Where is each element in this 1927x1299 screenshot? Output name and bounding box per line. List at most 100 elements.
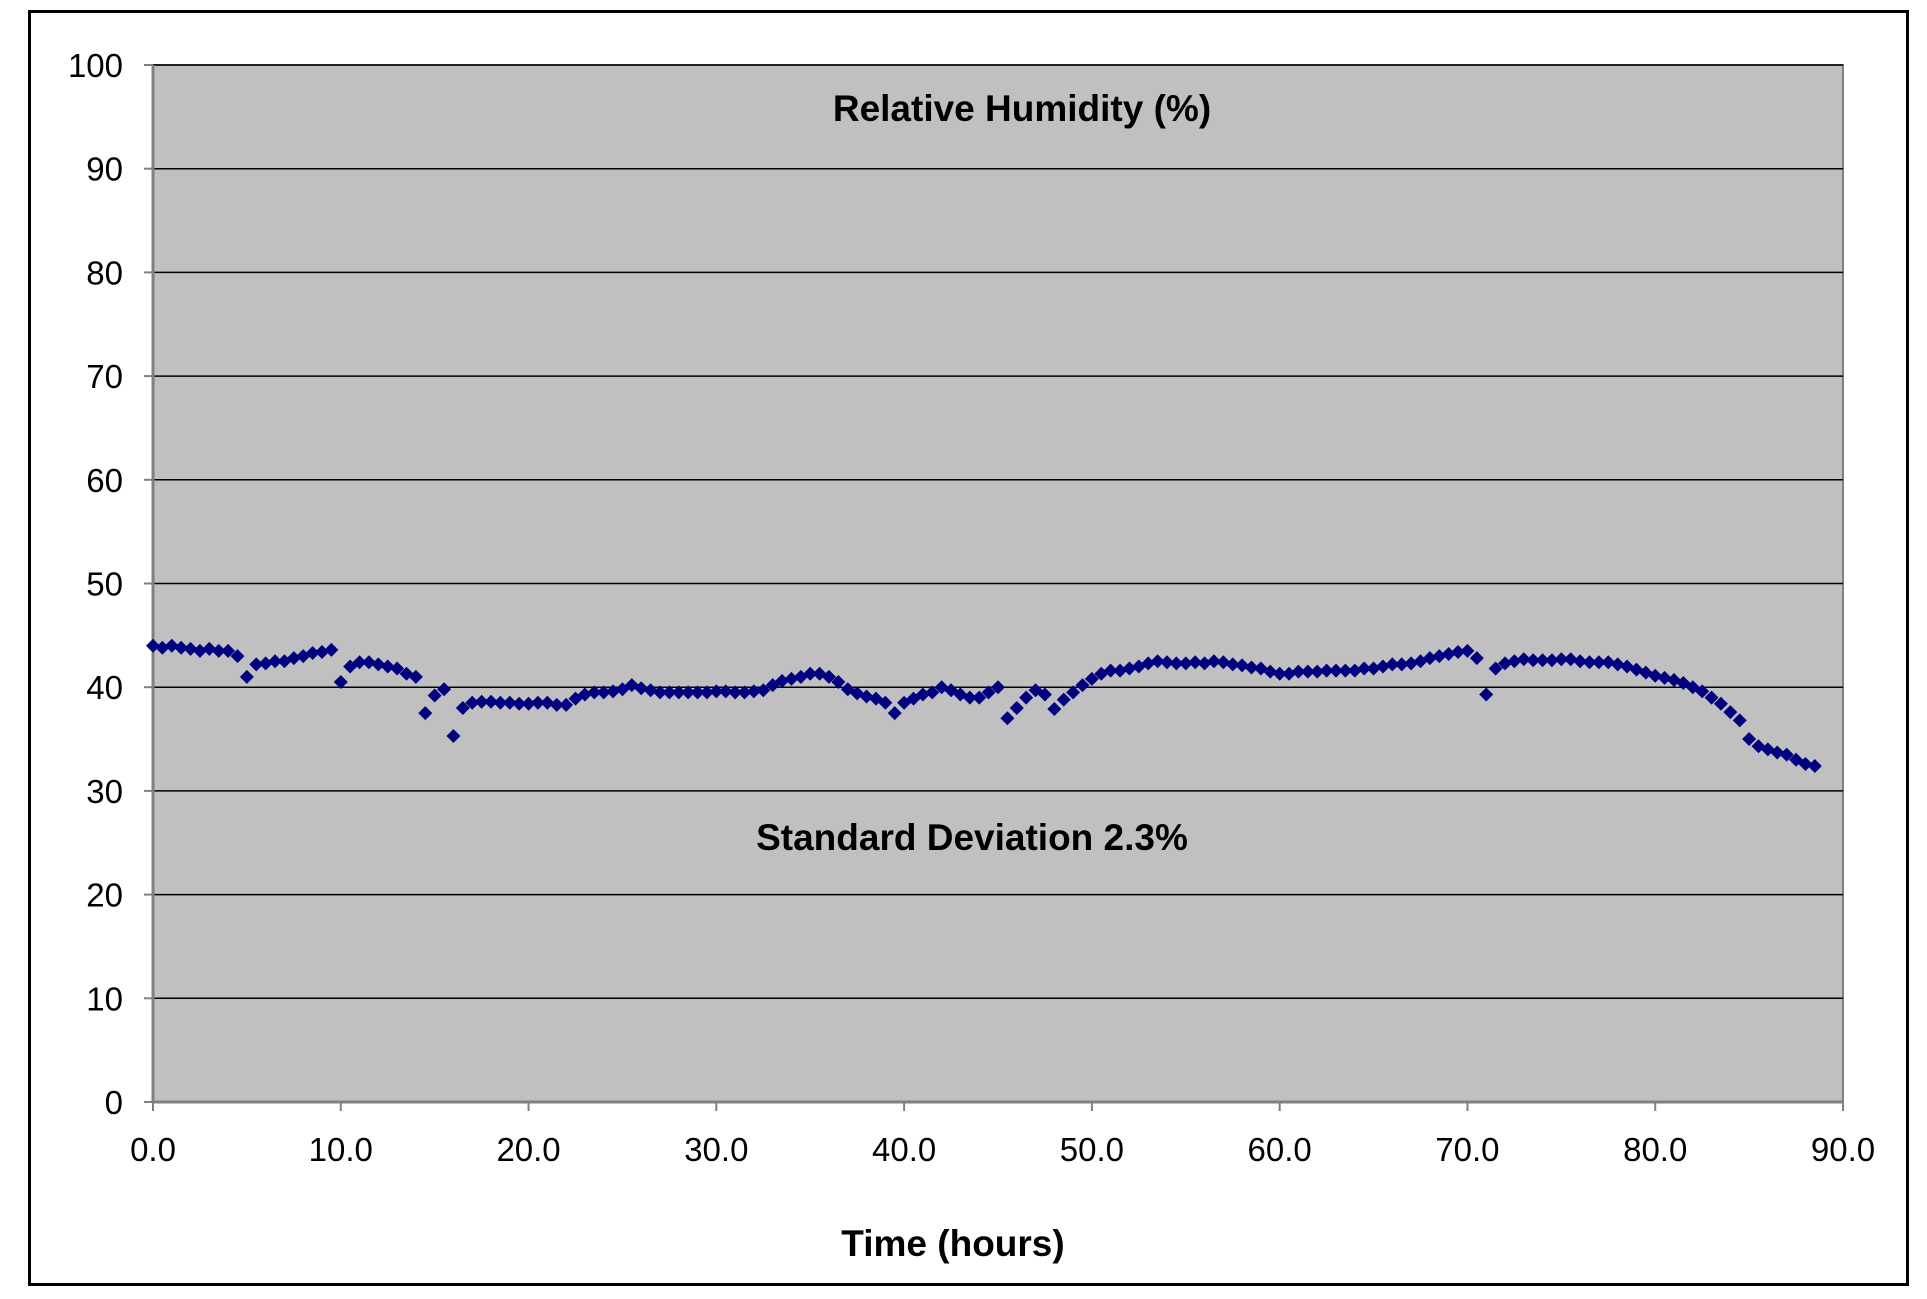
data-point: [634, 681, 649, 696]
data-point: [380, 659, 395, 674]
data-point: [1310, 664, 1325, 679]
data-point: [1103, 663, 1118, 678]
data-point: [1160, 655, 1174, 670]
data-point: [211, 643, 226, 658]
y-tick-label: 50: [86, 566, 123, 603]
data-point: [775, 673, 790, 688]
y-tick-label: 100: [68, 47, 123, 84]
data-point: [1516, 652, 1531, 667]
data-point: [1742, 732, 1757, 747]
y-tick-label: 80: [86, 254, 123, 291]
data-point: [606, 684, 621, 699]
data-point: [315, 644, 329, 659]
data-point: [596, 685, 611, 700]
data-point: [493, 695, 508, 710]
data-point: [1375, 659, 1390, 674]
data-point: [1732, 713, 1747, 728]
data-point: [1084, 671, 1099, 686]
data-point: [1695, 684, 1710, 699]
data-point: [662, 685, 677, 700]
data-point: [1291, 664, 1306, 679]
x-axis-label: Time (hours): [841, 1223, 1064, 1264]
data-point: [991, 680, 1005, 695]
data-point: [577, 687, 592, 702]
data-point: [1244, 660, 1259, 675]
y-tick-label: 30: [86, 773, 123, 810]
data-point: [333, 675, 348, 690]
x-tick-label: 20.0: [496, 1131, 560, 1168]
data-point: [1347, 663, 1362, 678]
data-point: [859, 689, 874, 704]
x-tick-label: 30.0: [684, 1131, 748, 1168]
data-point: [1037, 687, 1052, 702]
data-point: [709, 684, 724, 699]
data-point: [1507, 654, 1522, 669]
data-point: [915, 687, 930, 702]
data-point: [1366, 661, 1381, 676]
data-point: [286, 651, 301, 666]
data-point: [1432, 649, 1447, 664]
data-point: [484, 694, 498, 709]
data-point: [1263, 664, 1278, 679]
data-point: [1188, 655, 1203, 670]
data-point: [1235, 658, 1250, 673]
data-point: [699, 685, 714, 700]
data-point: [474, 694, 489, 709]
data-point: [803, 666, 818, 681]
data-point: [1488, 661, 1503, 676]
data-point: [746, 684, 761, 699]
data-point: [1544, 653, 1559, 668]
x-tick-label: 80.0: [1623, 1131, 1687, 1168]
data-point: [1206, 654, 1221, 669]
x-tick-label: 70.0: [1435, 1131, 1499, 1168]
gridlines: [153, 64, 1843, 1000]
data-point: [1779, 747, 1794, 762]
data-point: [1000, 711, 1015, 726]
data-point: [1009, 700, 1024, 715]
data-point: [1056, 692, 1071, 707]
data-point: [1216, 655, 1231, 670]
data-point: [268, 654, 283, 669]
data-point: [408, 669, 423, 684]
data-points: [146, 638, 1822, 774]
y-tick-label: 70: [86, 358, 123, 395]
data-point: [1713, 696, 1728, 711]
data-point: [249, 657, 264, 672]
data-point: [1526, 653, 1541, 668]
data-point: [1122, 661, 1137, 676]
data-point: [202, 641, 217, 656]
data-point: [361, 655, 376, 670]
data-point: [1469, 651, 1484, 666]
data-point: [1479, 687, 1494, 702]
data-point: [831, 675, 846, 690]
data-point: [1441, 647, 1456, 662]
data-point: [1300, 664, 1315, 679]
data-point: [737, 685, 752, 700]
data-point: [1422, 651, 1437, 666]
y-tick-label: 20: [86, 877, 123, 914]
data-point: [822, 669, 836, 684]
data-point: [1272, 666, 1287, 681]
chart-annotation-std-dev: Standard Deviation 2.3%: [756, 817, 1188, 858]
data-point: [1066, 685, 1081, 700]
data-point: [1573, 654, 1588, 669]
data-point: [1394, 657, 1409, 672]
data-point: [1075, 678, 1090, 693]
y-tick-label: 60: [86, 462, 123, 499]
data-point: [1019, 690, 1034, 705]
data-point: [230, 649, 245, 664]
data-point: [1657, 670, 1672, 685]
data-point: [981, 685, 996, 700]
data-point: [681, 685, 696, 700]
data-point: [427, 688, 442, 703]
data-point: [221, 643, 236, 658]
data-point: [1498, 656, 1512, 671]
data-point: [1357, 661, 1372, 676]
data-point: [1150, 654, 1165, 669]
data-point: [1169, 656, 1184, 671]
data-point: [1451, 644, 1466, 659]
data-point: [530, 695, 545, 710]
data-point: [455, 700, 470, 715]
data-point: [1798, 756, 1813, 771]
